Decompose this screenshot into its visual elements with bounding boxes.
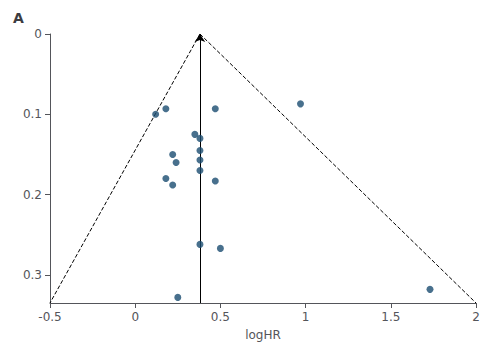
- svg-text:logHR: logHR: [245, 328, 281, 342]
- svg-text:A: A: [13, 10, 24, 26]
- svg-text:2: 2: [472, 310, 480, 324]
- svg-text:1.5: 1.5: [381, 310, 400, 324]
- svg-text:-0.5: -0.5: [38, 310, 61, 324]
- svg-text:0.1: 0.1: [23, 107, 42, 121]
- svg-text:0: 0: [131, 310, 139, 324]
- svg-text:0.3: 0.3: [23, 268, 42, 282]
- svg-text:0: 0: [34, 27, 42, 41]
- svg-text:0.2: 0.2: [23, 188, 42, 202]
- svg-text:1: 1: [302, 310, 310, 324]
- svg-text:0.5: 0.5: [211, 310, 230, 324]
